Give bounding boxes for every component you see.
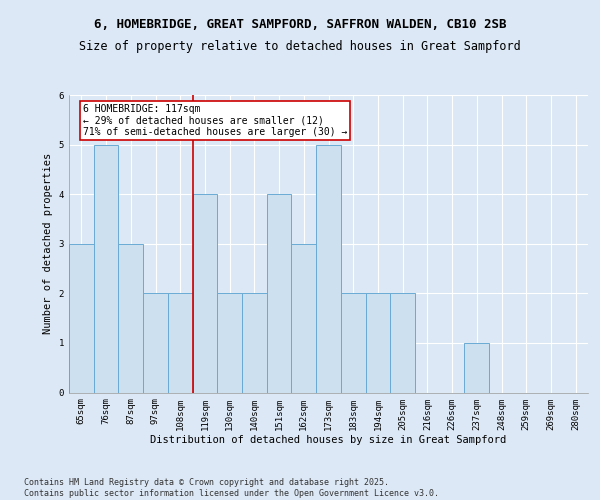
- Text: 6, HOMEBRIDGE, GREAT SAMPFORD, SAFFRON WALDEN, CB10 2SB: 6, HOMEBRIDGE, GREAT SAMPFORD, SAFFRON W…: [94, 18, 506, 30]
- Bar: [143, 294, 168, 392]
- Bar: [316, 144, 341, 392]
- Y-axis label: Number of detached properties: Number of detached properties: [43, 153, 53, 334]
- Bar: [464, 343, 489, 392]
- Bar: [341, 294, 365, 392]
- Text: 6 HOMEBRIDGE: 117sqm
← 29% of detached houses are smaller (12)
71% of semi-detac: 6 HOMEBRIDGE: 117sqm ← 29% of detached h…: [83, 104, 347, 137]
- Text: Contains HM Land Registry data © Crown copyright and database right 2025.
Contai: Contains HM Land Registry data © Crown c…: [24, 478, 439, 498]
- Bar: [168, 294, 193, 392]
- Bar: [292, 244, 316, 392]
- Bar: [193, 194, 217, 392]
- Bar: [390, 294, 415, 392]
- Bar: [69, 244, 94, 392]
- X-axis label: Distribution of detached houses by size in Great Sampford: Distribution of detached houses by size …: [151, 435, 506, 445]
- Text: Size of property relative to detached houses in Great Sampford: Size of property relative to detached ho…: [79, 40, 521, 53]
- Bar: [242, 294, 267, 392]
- Bar: [94, 144, 118, 392]
- Bar: [118, 244, 143, 392]
- Bar: [267, 194, 292, 392]
- Bar: [365, 294, 390, 392]
- Bar: [217, 294, 242, 392]
